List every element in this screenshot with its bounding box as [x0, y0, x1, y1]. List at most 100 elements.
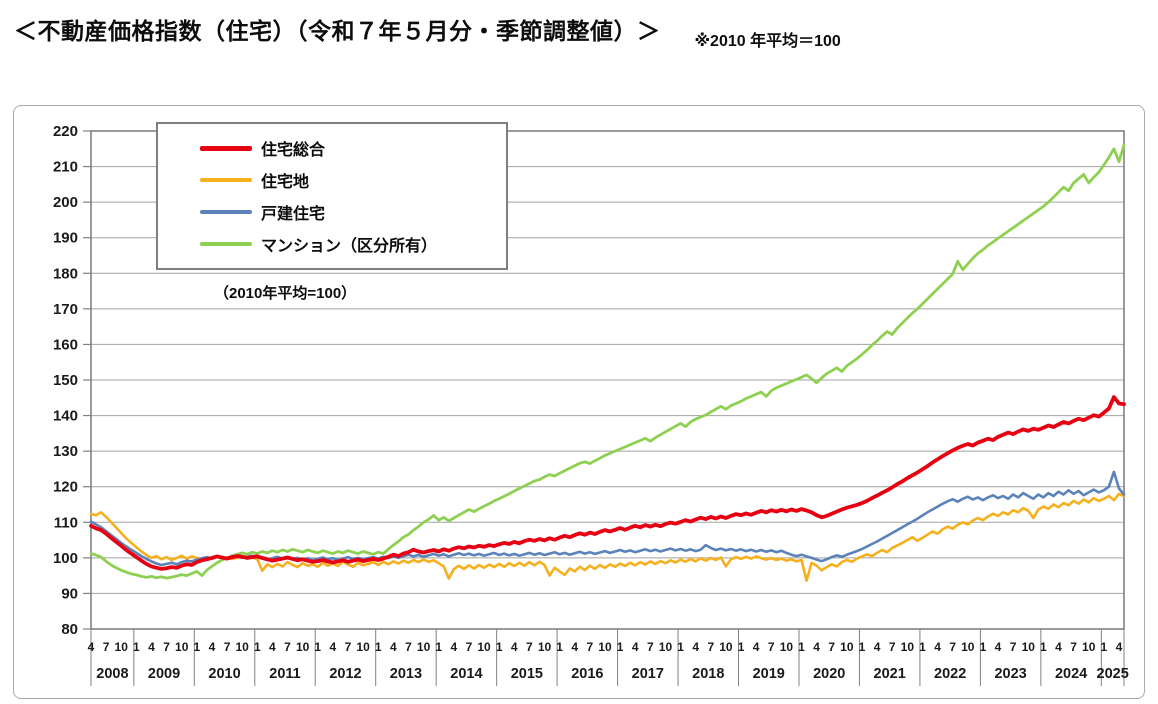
- legend-label: 住宅地: [261, 174, 310, 191]
- svg-text:80: 80: [61, 621, 78, 638]
- svg-text:1: 1: [617, 640, 624, 654]
- svg-text:10: 10: [235, 640, 249, 654]
- svg-text:2020: 2020: [813, 666, 845, 682]
- svg-text:7: 7: [405, 640, 412, 654]
- svg-text:10: 10: [296, 640, 310, 654]
- legend-item-kodate: 戸建住宅: [200, 198, 506, 226]
- svg-text:4: 4: [450, 640, 457, 654]
- svg-text:4: 4: [390, 640, 397, 654]
- line-swatch-icon: [200, 178, 252, 182]
- svg-text:7: 7: [828, 640, 835, 654]
- svg-text:7: 7: [768, 640, 775, 654]
- svg-text:4: 4: [511, 640, 518, 654]
- svg-text:10: 10: [719, 640, 733, 654]
- svg-text:10: 10: [1082, 640, 1096, 654]
- svg-text:190: 190: [53, 230, 78, 247]
- svg-text:1: 1: [435, 640, 442, 654]
- svg-text:10: 10: [840, 640, 854, 654]
- svg-text:100: 100: [53, 550, 78, 567]
- svg-text:7: 7: [103, 640, 110, 654]
- svg-text:7: 7: [707, 640, 714, 654]
- line-swatch-icon: [200, 210, 252, 214]
- svg-text:2009: 2009: [148, 666, 180, 682]
- page-title: ＜不動産価格指数（住宅）（令和７年５月分・季節調整値）＞: [14, 18, 661, 44]
- legend-item-jutakuchi: 住宅地: [200, 166, 506, 194]
- svg-text:120: 120: [53, 479, 78, 496]
- svg-text:10: 10: [780, 640, 794, 654]
- chart-legend: 住宅総合 住宅地 戸建住宅 マンション（区分所有）: [156, 122, 508, 270]
- svg-text:4: 4: [1055, 640, 1062, 654]
- svg-text:220: 220: [53, 123, 78, 140]
- svg-text:1: 1: [919, 640, 926, 654]
- svg-text:140: 140: [53, 408, 78, 425]
- svg-text:4: 4: [209, 640, 216, 654]
- svg-text:160: 160: [53, 336, 78, 353]
- svg-text:10: 10: [659, 640, 673, 654]
- svg-text:7: 7: [284, 640, 291, 654]
- svg-text:1: 1: [1040, 640, 1047, 654]
- svg-text:4: 4: [571, 640, 578, 654]
- svg-text:2025: 2025: [1097, 666, 1129, 682]
- svg-text:10: 10: [901, 640, 915, 654]
- svg-text:4: 4: [148, 640, 155, 654]
- svg-text:7: 7: [224, 640, 231, 654]
- svg-text:210: 210: [53, 159, 78, 176]
- legend-item-mansion: マンション（区分所有）: [200, 230, 506, 258]
- svg-text:2010: 2010: [208, 666, 240, 682]
- svg-text:1: 1: [798, 640, 805, 654]
- svg-text:2015: 2015: [511, 666, 543, 682]
- svg-text:4: 4: [934, 640, 941, 654]
- svg-text:4: 4: [813, 640, 820, 654]
- svg-text:1: 1: [859, 640, 866, 654]
- svg-text:4: 4: [88, 640, 95, 654]
- svg-text:1: 1: [556, 640, 563, 654]
- svg-text:150: 150: [53, 372, 78, 389]
- svg-text:2011: 2011: [269, 666, 300, 682]
- svg-text:4: 4: [692, 640, 699, 654]
- svg-text:4: 4: [1116, 640, 1123, 654]
- svg-text:2019: 2019: [753, 666, 785, 682]
- svg-text:1: 1: [193, 640, 200, 654]
- svg-text:2018: 2018: [692, 666, 724, 682]
- index-base-note: ※2010 年平均＝100: [694, 33, 841, 50]
- svg-text:7: 7: [163, 640, 170, 654]
- svg-text:1: 1: [496, 640, 503, 654]
- svg-text:7: 7: [466, 640, 473, 654]
- svg-text:7: 7: [526, 640, 533, 654]
- svg-text:2016: 2016: [571, 666, 603, 682]
- svg-text:4: 4: [632, 640, 639, 654]
- svg-text:10: 10: [538, 640, 552, 654]
- svg-text:10: 10: [175, 640, 189, 654]
- svg-text:1: 1: [133, 640, 140, 654]
- svg-text:7: 7: [949, 640, 956, 654]
- svg-text:2012: 2012: [329, 666, 361, 682]
- header: ＜不動産価格指数（住宅）（令和７年５月分・季節調整値）＞ ※2010 年平均＝1…: [14, 18, 841, 51]
- svg-text:130: 130: [53, 443, 78, 460]
- svg-text:7: 7: [1070, 640, 1077, 654]
- svg-text:2008: 2008: [96, 666, 128, 682]
- line-swatch-icon: [200, 145, 252, 151]
- legend-item-jutaku-sogo: 住宅総合: [200, 134, 506, 162]
- line-swatch-icon: [200, 242, 252, 246]
- legend-label: 住宅総合: [261, 142, 326, 159]
- svg-text:2022: 2022: [934, 666, 966, 682]
- svg-text:1: 1: [375, 640, 382, 654]
- svg-text:2023: 2023: [994, 666, 1026, 682]
- svg-text:2014: 2014: [450, 666, 482, 682]
- svg-text:1: 1: [254, 640, 261, 654]
- svg-text:10: 10: [477, 640, 491, 654]
- svg-text:10: 10: [115, 640, 129, 654]
- svg-text:2017: 2017: [632, 666, 664, 682]
- legend-label: マンション（区分所有）: [261, 238, 438, 255]
- svg-text:90: 90: [61, 585, 78, 602]
- svg-text:10: 10: [598, 640, 612, 654]
- svg-text:10: 10: [417, 640, 431, 654]
- svg-text:7: 7: [889, 640, 896, 654]
- svg-text:2021: 2021: [874, 666, 906, 682]
- svg-text:4: 4: [995, 640, 1002, 654]
- svg-text:4: 4: [753, 640, 760, 654]
- svg-text:180: 180: [53, 265, 78, 282]
- svg-text:4: 4: [874, 640, 881, 654]
- svg-text:7: 7: [1010, 640, 1017, 654]
- svg-text:1: 1: [1101, 640, 1108, 654]
